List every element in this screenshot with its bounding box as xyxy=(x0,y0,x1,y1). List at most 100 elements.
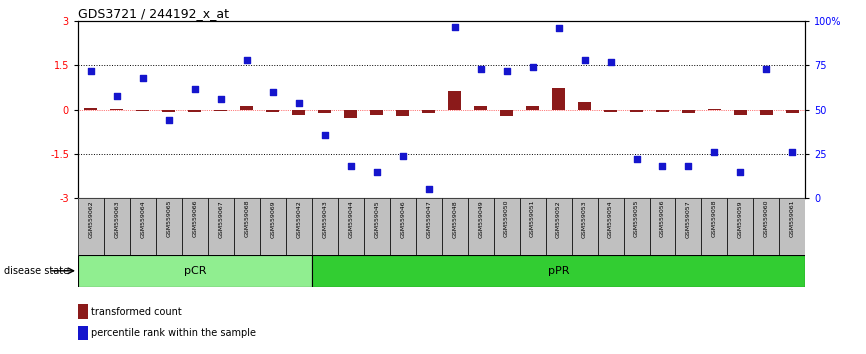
Point xyxy=(708,149,721,155)
Point xyxy=(785,149,799,155)
Point xyxy=(500,68,514,74)
Bar xyxy=(319,110,331,113)
Text: GSM559059: GSM559059 xyxy=(738,200,743,238)
Text: GSM559069: GSM559069 xyxy=(270,200,275,238)
Bar xyxy=(292,110,305,115)
Bar xyxy=(345,110,358,118)
Bar xyxy=(708,109,721,110)
Text: pPR: pPR xyxy=(548,266,569,276)
Bar xyxy=(416,198,442,255)
Text: GSM559066: GSM559066 xyxy=(192,200,197,238)
Text: GSM559042: GSM559042 xyxy=(296,200,301,238)
Bar xyxy=(396,110,409,116)
Bar xyxy=(598,198,624,255)
Bar xyxy=(286,198,312,255)
Bar xyxy=(312,198,338,255)
Bar xyxy=(682,110,695,113)
Text: transformed count: transformed count xyxy=(91,307,182,316)
Bar xyxy=(104,198,130,255)
Bar xyxy=(423,110,436,113)
Bar xyxy=(442,198,468,255)
Bar xyxy=(188,110,201,112)
Text: GSM559044: GSM559044 xyxy=(348,200,353,238)
Point xyxy=(552,25,565,31)
Bar xyxy=(78,198,104,255)
Point xyxy=(759,66,773,72)
Point xyxy=(682,164,695,169)
Text: GSM559050: GSM559050 xyxy=(504,200,509,238)
Point xyxy=(344,164,358,169)
Bar xyxy=(390,198,416,255)
Bar xyxy=(760,110,772,115)
Point xyxy=(318,132,332,137)
Bar xyxy=(727,198,753,255)
Point xyxy=(656,164,669,169)
Bar xyxy=(78,255,312,287)
Text: GSM559062: GSM559062 xyxy=(88,200,94,238)
Bar xyxy=(260,198,286,255)
Bar xyxy=(130,198,156,255)
Bar xyxy=(501,110,513,116)
Point xyxy=(110,93,124,98)
Text: GSM559058: GSM559058 xyxy=(712,200,717,238)
Text: GSM559064: GSM559064 xyxy=(140,200,145,238)
Bar xyxy=(494,198,520,255)
Point xyxy=(474,66,488,72)
Text: GSM559054: GSM559054 xyxy=(608,200,613,238)
Bar xyxy=(779,198,805,255)
Point xyxy=(188,86,202,91)
Bar xyxy=(624,198,650,255)
Bar xyxy=(208,198,234,255)
Bar xyxy=(675,198,701,255)
Bar xyxy=(650,198,675,255)
Bar xyxy=(546,198,572,255)
Bar xyxy=(136,110,149,111)
Text: GSM559068: GSM559068 xyxy=(244,200,249,238)
Text: GSM559063: GSM559063 xyxy=(114,200,120,238)
Text: GSM559052: GSM559052 xyxy=(556,200,561,238)
Point xyxy=(448,24,462,29)
Bar xyxy=(312,255,805,287)
Text: disease state: disease state xyxy=(4,266,69,276)
Point xyxy=(370,169,384,175)
Point xyxy=(578,57,591,63)
Bar xyxy=(786,110,798,113)
Bar xyxy=(163,110,175,112)
Point xyxy=(292,100,306,105)
Bar xyxy=(182,198,208,255)
Bar xyxy=(734,110,746,115)
Text: GSM559045: GSM559045 xyxy=(374,200,379,238)
Text: GSM559055: GSM559055 xyxy=(634,200,639,238)
Point xyxy=(136,75,150,81)
Bar xyxy=(156,198,182,255)
Bar xyxy=(84,108,97,110)
Point xyxy=(734,169,747,175)
Text: GSM559056: GSM559056 xyxy=(660,200,665,238)
Bar xyxy=(371,110,384,115)
Bar xyxy=(468,198,494,255)
Bar xyxy=(449,91,462,110)
Bar xyxy=(475,106,487,110)
Bar xyxy=(553,88,565,110)
Text: pCR: pCR xyxy=(184,266,206,276)
Bar xyxy=(753,198,779,255)
Text: GSM559057: GSM559057 xyxy=(686,200,691,238)
Point xyxy=(266,89,280,95)
Bar xyxy=(364,198,390,255)
Point xyxy=(214,96,228,102)
Bar xyxy=(520,198,546,255)
Point xyxy=(604,59,617,65)
Bar xyxy=(578,102,591,110)
Bar xyxy=(572,198,598,255)
Text: GSM559051: GSM559051 xyxy=(530,200,535,238)
Bar xyxy=(604,110,617,112)
Bar xyxy=(701,198,727,255)
Text: GSM559043: GSM559043 xyxy=(322,200,327,238)
Text: GSM559067: GSM559067 xyxy=(218,200,223,238)
Bar xyxy=(656,110,669,112)
Text: GSM559046: GSM559046 xyxy=(400,200,405,238)
Point xyxy=(526,64,540,70)
Point xyxy=(240,57,254,63)
Bar xyxy=(234,198,260,255)
Text: GDS3721 / 244192_x_at: GDS3721 / 244192_x_at xyxy=(78,7,229,20)
